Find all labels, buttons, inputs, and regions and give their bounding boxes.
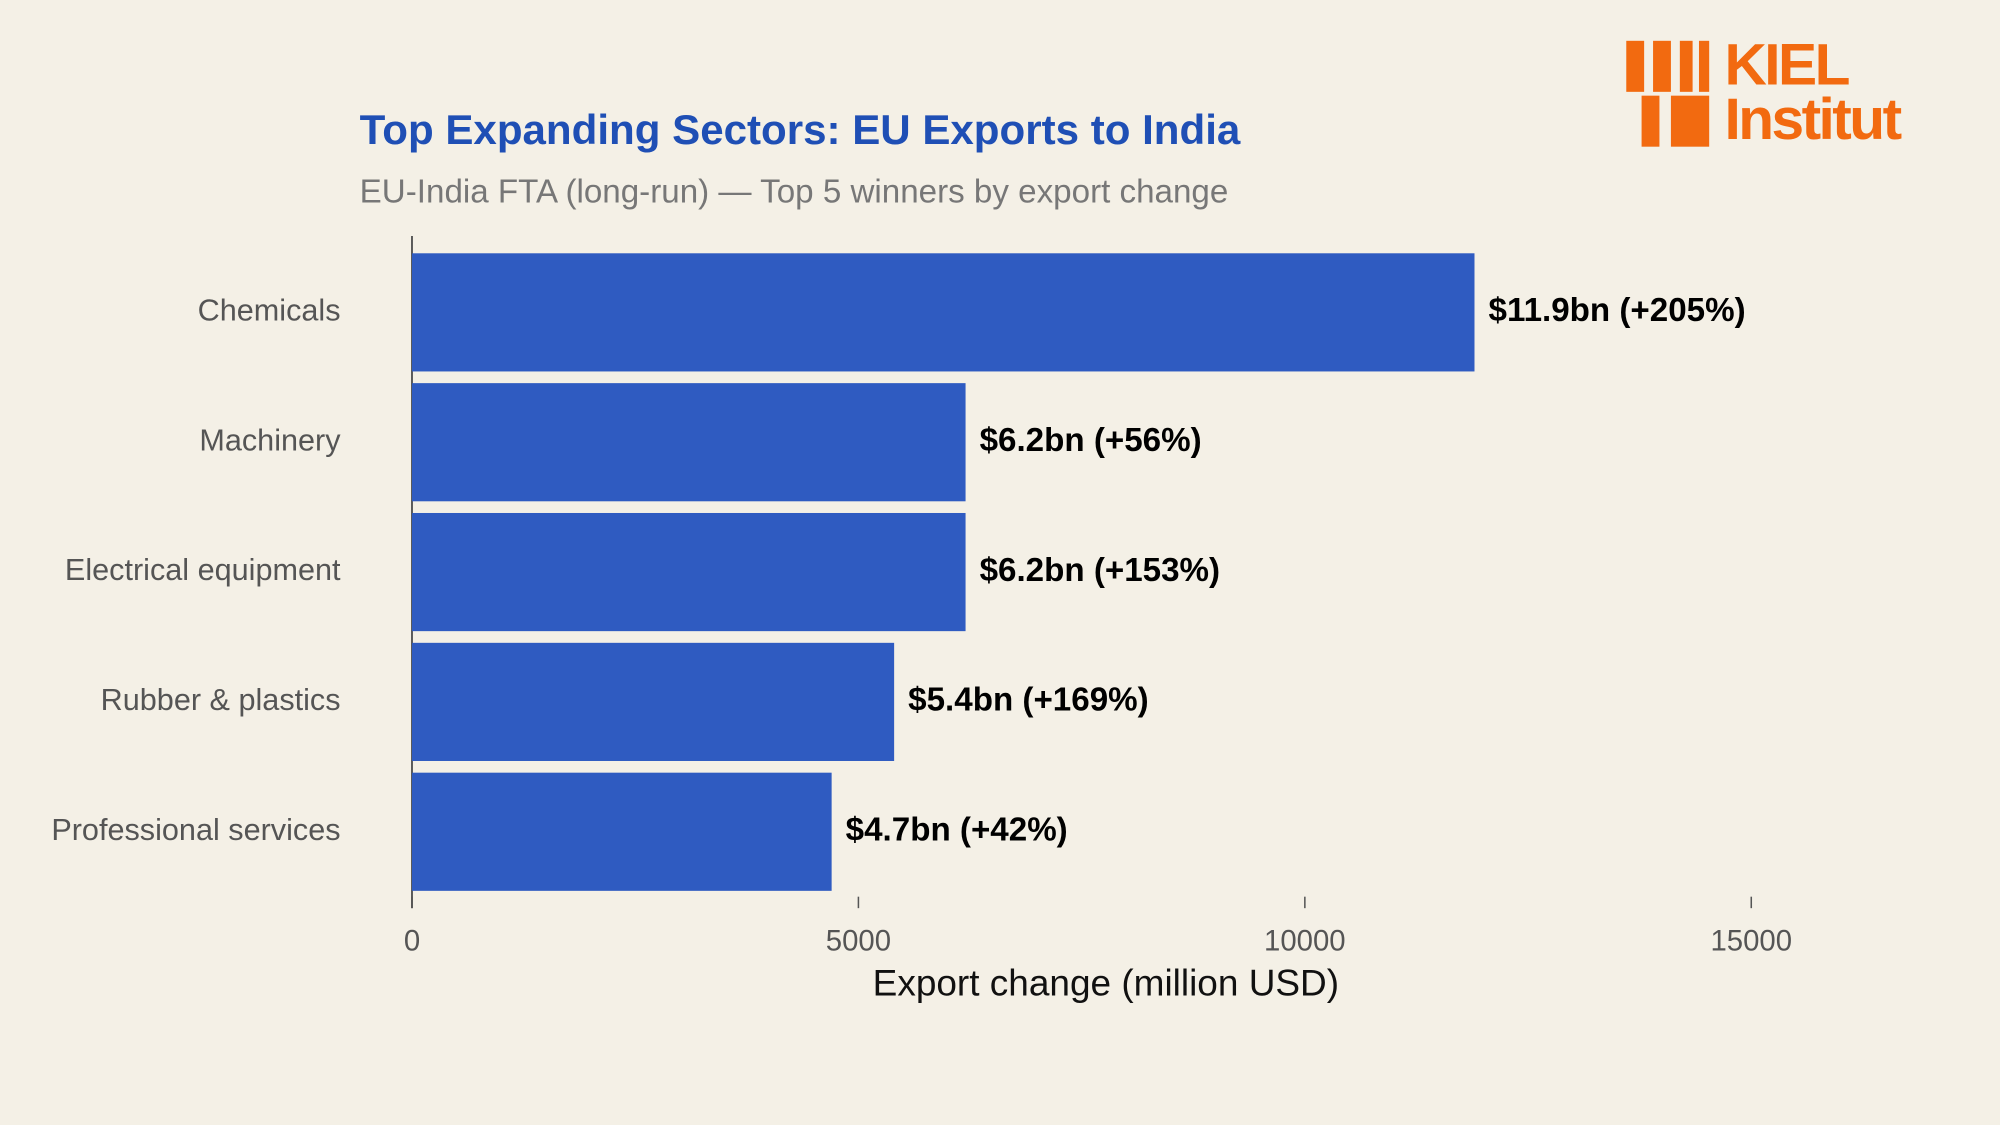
logo-stripe [1670,95,1710,147]
y-tick-label: Machinery [199,423,341,457]
logo-stripe [1698,40,1710,92]
logo-stripe [1679,40,1693,92]
y-tick-label: Rubber & plastics [101,683,341,717]
value-label: $11.9bn (+205%) [1489,292,1746,329]
y-tick-label: Professional services [51,813,340,847]
bar [411,253,1475,372]
logo-text: Institut [1724,87,1901,152]
bar [411,772,832,891]
y-tick-label: Electrical equipment [65,553,341,587]
value-label: $5.4bn (+169%) [908,682,1149,719]
value-label: $4.7bn (+42%) [846,812,1068,849]
x-axis-label: Export change (million USD) [873,963,1339,1004]
logo-stripe [1641,95,1660,147]
logo-stripe [1653,40,1671,92]
bar [411,383,966,502]
chart-subtitle: EU-India FTA (long-run) — Top 5 winners … [360,174,1229,211]
value-label: $6.2bn (+56%) [980,422,1202,459]
value-label: $6.2bn (+153%) [980,552,1221,589]
x-tick-label: 0 [404,924,420,957]
logo: KIEL Institut [1626,32,1904,152]
x-tick-label: 10000 [1264,924,1346,957]
logo-stripe [1626,40,1645,92]
bar [411,642,895,761]
x-tick-label: 5000 [826,924,891,957]
logo-text: KIEL [1724,32,1849,97]
bar [411,512,966,632]
y-tick-label: Chemicals [198,293,341,327]
chart-title: Top Expanding Sectors: EU Exports to Ind… [360,106,1241,153]
x-tick-label: 15000 [1710,924,1792,957]
